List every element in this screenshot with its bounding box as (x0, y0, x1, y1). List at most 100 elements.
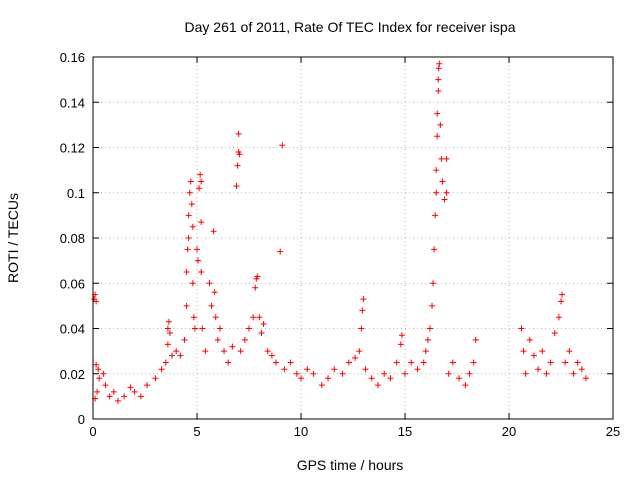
data-point (202, 348, 209, 355)
data-point (177, 352, 184, 359)
data-point (165, 318, 172, 325)
data-point (570, 370, 577, 377)
data-point (551, 330, 558, 337)
data-point (574, 359, 581, 366)
data-point (236, 151, 243, 158)
x-axis-label: GPS time / hours (297, 457, 404, 473)
data-point (131, 388, 138, 395)
data-point (293, 370, 300, 377)
data-point (368, 375, 375, 382)
data-point (237, 348, 244, 355)
tick-marks (92, 56, 614, 420)
data-point (208, 302, 215, 309)
x-tick-label: 25 (606, 424, 620, 439)
data-point (547, 359, 554, 366)
data-point (435, 87, 442, 94)
data-point (430, 280, 437, 287)
data-point (566, 348, 573, 355)
data-point (439, 178, 446, 185)
data-point (158, 366, 165, 373)
data-point (198, 219, 205, 226)
data-point (558, 298, 564, 305)
data-point (555, 314, 562, 321)
x-tick-label: 5 (193, 424, 200, 439)
data-point (93, 361, 100, 368)
data-point (387, 375, 394, 382)
data-point (426, 325, 433, 332)
data-point (233, 182, 240, 189)
data-point (449, 359, 456, 366)
data-point (310, 370, 317, 377)
data-point (420, 359, 427, 366)
data-point (198, 268, 205, 275)
data-point (252, 284, 259, 291)
data-point (93, 298, 100, 305)
data-point (250, 314, 257, 321)
data-point (164, 341, 171, 348)
data-point (277, 248, 284, 255)
data-point (304, 366, 311, 373)
y-tick-label: 0.02 (60, 367, 85, 382)
data-point (433, 189, 440, 196)
data-point (535, 366, 542, 373)
data-point (398, 332, 405, 339)
x-tick-label: 0 (89, 424, 96, 439)
data-point (185, 235, 192, 241)
data-point (184, 246, 191, 253)
data-points (91, 60, 589, 404)
data-point (199, 325, 206, 332)
data-point (211, 289, 218, 296)
data-point (264, 348, 271, 355)
data-point (166, 330, 173, 337)
y-tick-label: 0 (78, 412, 85, 427)
data-point (543, 370, 550, 377)
data-point (256, 314, 263, 321)
data-point (206, 280, 213, 287)
x-tick-label: 20 (502, 424, 516, 439)
data-point (183, 268, 190, 275)
data-point (102, 382, 109, 389)
data-point (456, 375, 463, 382)
data-point (260, 320, 267, 327)
data-point (381, 370, 388, 377)
data-point (191, 325, 198, 332)
data-point (424, 336, 431, 343)
data-point (393, 359, 400, 366)
data-point (325, 375, 332, 382)
data-point (273, 359, 280, 366)
data-point (94, 388, 101, 395)
data-point (152, 375, 159, 382)
data-point (96, 375, 103, 382)
y-axis-label: ROTI / TECUs (5, 193, 21, 283)
data-point (445, 370, 452, 377)
data-point (210, 228, 217, 235)
data-point (520, 348, 527, 355)
data-point (258, 330, 265, 337)
data-point (225, 359, 232, 366)
data-point (582, 375, 589, 382)
data-point (287, 359, 294, 366)
data-point (443, 155, 450, 162)
data-point (229, 343, 236, 350)
data-point (194, 246, 200, 253)
data-point (183, 302, 190, 309)
data-point (214, 336, 221, 343)
data-point (443, 189, 450, 196)
data-point (435, 76, 442, 83)
data-point (530, 352, 537, 359)
data-point (186, 189, 193, 196)
tick-labels: 0 5 10 15 20 25 0 0.02 0.04 0.06 0.08 0.1 0.12 0.14 0.… (60, 50, 621, 439)
data-point (121, 393, 128, 400)
data-point (190, 314, 197, 321)
y-tick-label: 0.06 (60, 276, 85, 291)
data-point (436, 60, 443, 67)
data-point (435, 65, 442, 72)
data-point (559, 291, 566, 298)
data-point (127, 384, 134, 391)
data-point (162, 359, 169, 366)
data-point (539, 348, 546, 355)
data-point (397, 341, 404, 348)
data-point (187, 178, 194, 185)
data-point (408, 359, 415, 366)
